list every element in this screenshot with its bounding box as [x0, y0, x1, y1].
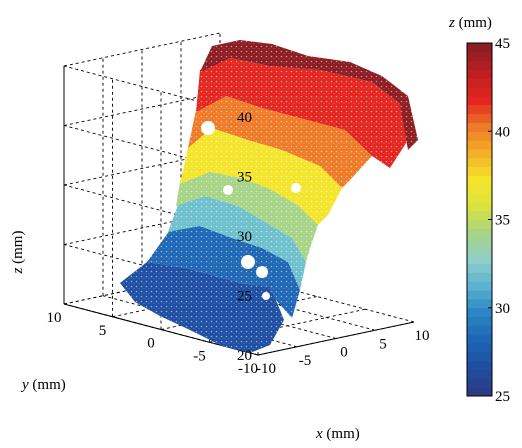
- colorbar-tick-label: 45: [495, 36, 510, 52]
- colorbar-segment: [467, 245, 492, 256]
- surface-gap: [256, 266, 268, 278]
- colorbar-segment: [467, 228, 492, 238]
- colorbar-segment: [467, 307, 492, 318]
- z-tick-label: 25: [237, 289, 252, 305]
- colorbar-segment: [467, 263, 492, 273]
- surface-gap: [291, 183, 301, 193]
- colorbar-segment: [467, 51, 492, 62]
- surface-band-texture: [196, 58, 408, 168]
- colorbar-tick-label: 30: [495, 301, 510, 317]
- z-tick-label: 20: [237, 348, 252, 364]
- colorbar-tick-label: 35: [495, 213, 510, 229]
- z-axis-ticks: 20 25 30 35 40: [237, 110, 252, 364]
- colorbar-segment: [467, 148, 492, 159]
- colorbar-segment: [467, 219, 492, 229]
- x-tick-label: 5: [379, 336, 387, 352]
- colorbar-segment: [467, 237, 492, 247]
- colorbar-segment: [467, 351, 492, 362]
- x-axis-line: [257, 321, 415, 356]
- colorbar-segment: [467, 104, 492, 115]
- colorbar-label: z (mm): [448, 15, 492, 31]
- surface-band-texture: [180, 128, 342, 225]
- surface-gap: [201, 121, 215, 135]
- colorbar-segment: [467, 387, 492, 397]
- colorbar-segment: [467, 95, 492, 106]
- colorbar-segment: [467, 201, 492, 212]
- z-tick-label: 30: [237, 229, 252, 245]
- x-tick-label: -5: [299, 353, 312, 369]
- x-axis-label: x (mm): [315, 426, 360, 442]
- colorbar-segment: [467, 157, 492, 168]
- colorbar-segment: [467, 175, 492, 185]
- colorbar-segment: [467, 281, 492, 291]
- colorbar-segment: [467, 378, 492, 388]
- z-axis-label: z (mm): [10, 231, 26, 275]
- z-tick-label: 40: [237, 110, 252, 126]
- y-tick-label: -5: [193, 348, 206, 364]
- colorbar-segment: [467, 140, 492, 150]
- z-tick-label: 35: [237, 170, 252, 186]
- x-tick-label: -10: [256, 361, 276, 377]
- y-axis-ticks: -10 -5 0 5 10: [47, 310, 259, 377]
- colorbar-segment: [467, 369, 492, 379]
- x-axis-ticks: -10 -5 0 5 10: [256, 328, 430, 377]
- colorbar-segment: [467, 254, 492, 265]
- surface-gap: [241, 255, 255, 269]
- surface-band-texture: [200, 40, 418, 150]
- colorbar-segment: [467, 298, 492, 309]
- colorbar-segment: [467, 210, 492, 220]
- y-tick-label: 0: [147, 336, 155, 352]
- colorbar-segment: [467, 272, 492, 282]
- colorbar-segment: [467, 69, 492, 79]
- colorbar-segment: [467, 78, 492, 88]
- y-tick-label: -10: [238, 361, 258, 377]
- colorbar-segment: [467, 184, 492, 194]
- x-tick-label: 10: [415, 328, 430, 344]
- colorbar-segment: [467, 343, 492, 353]
- colorbar-ticks: 25 30 35 40 45: [488, 36, 510, 405]
- colorbar-segment: [467, 316, 492, 326]
- surface-band-texture: [147, 226, 300, 318]
- y-axis-label: y (mm): [20, 377, 66, 393]
- colorbar-segment: [467, 360, 492, 371]
- surface-band-texture: [176, 172, 318, 262]
- surface-band-texture: [120, 262, 284, 353]
- colorbar-segment: [467, 325, 492, 335]
- colorbar-segment: [467, 87, 492, 97]
- colorbar-segment: [467, 334, 492, 344]
- surface-band-texture: [168, 196, 306, 290]
- colorbar-tick-label: 25: [495, 389, 510, 405]
- surface-gap: [262, 292, 270, 300]
- y-tick-label: 5: [99, 323, 107, 339]
- surface-band-texture: [188, 96, 372, 188]
- colorbar-segment: [467, 122, 492, 132]
- colorbar-segment: [467, 60, 492, 70]
- x-tick-label: 0: [340, 345, 348, 361]
- wall-grid-line: [63, 92, 221, 126]
- colorbar-segment: [467, 290, 492, 300]
- wall-grid-line: [63, 32, 221, 67]
- colorbar-segment: [467, 113, 492, 123]
- surface-gap: [223, 185, 233, 195]
- colorbar-segment: [467, 193, 492, 203]
- colorbar-segment: [467, 166, 492, 176]
- surface-point-cloud: [120, 40, 418, 353]
- y-tick-label: 10: [47, 310, 62, 326]
- colorbar-segment: [467, 43, 492, 53]
- colorbar: [466, 42, 493, 397]
- colorbar-segment: [467, 131, 492, 141]
- colorbar-tick-label: 40: [495, 124, 510, 140]
